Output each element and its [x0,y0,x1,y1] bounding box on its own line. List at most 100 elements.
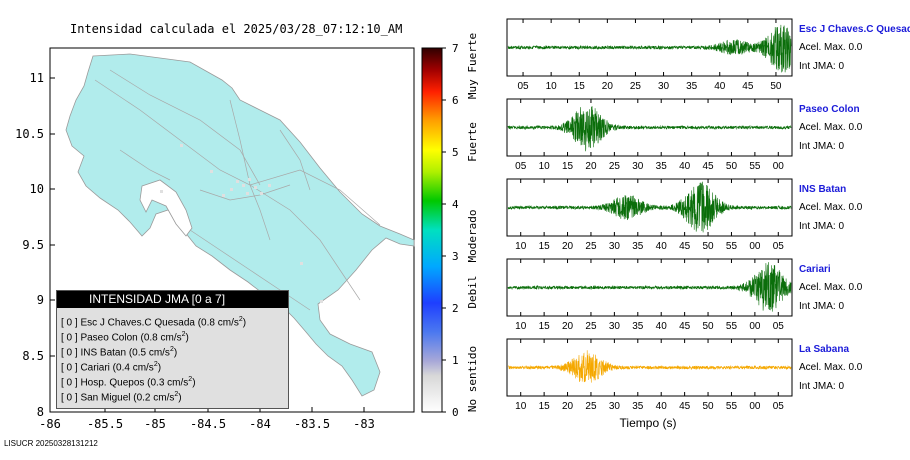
legend-item-text: [ 0 ] Cariari (0.4 cm/s [61,362,154,374]
legend-list: [ 0 ] Esc J Chaves.C Quesada (0.8 cm/s2)… [57,312,288,404]
waveform-tick-label: 00 [749,321,761,332]
legend-item: [ 0 ] INS Batan (0.5 cm/s2) [61,342,288,359]
waveform-tick-label: 05 [773,321,785,332]
colorbar-intensity-label: Muy Fuerte [466,33,479,99]
waveform-tick-label: 35 [632,321,644,332]
road-network [94,69,381,311]
legend-item-close: ) [192,377,196,389]
waveform-tick-label: 45 [742,81,754,92]
waveform-tick-label: 25 [630,81,642,92]
station-intensity: Int JMA: 0 [799,221,845,232]
waveform-tick-label: 55 [726,321,738,332]
legend-item-sup: 2 [169,346,174,353]
legend-item-sup: 2 [153,361,158,368]
waveform-tick-label: 05 [515,161,527,172]
costa-rica-map [65,53,415,397]
waveform-panel: 05 10 15 20 25 30 35 40 45 50 55 00 [506,98,793,172]
colorbar-tick-label: 6 [452,94,459,107]
waveform-tick-label: 20 [562,321,574,332]
waveform-tick-label: 25 [585,241,597,252]
legend-item: [ 0 ] Esc J Chaves.C Quesada (0.8 cm/s2) [61,312,288,328]
legend-item-text: [ 0 ] Paseo Colon (0.8 cm/s [61,332,182,344]
station-intensity: Int JMA: 0 [799,141,845,152]
colorbar-tick-label: 0 [452,406,459,419]
map-x-tick-label: -85 [144,417,166,431]
waveform-tick-label: 40 [679,161,691,172]
legend-item-close: ) [173,347,178,359]
waveform-tick-label: 15 [539,401,551,412]
waveform-tick-label: 15 [562,161,574,172]
waveform-tick-label: 45 [679,321,691,332]
colorbar-tick-label: 5 [452,146,459,159]
legend-item-close: ) [178,392,182,404]
waveform-tick-label: 30 [609,401,621,412]
legend-title: INTENSIDAD JMA [0 a 7] [57,291,288,308]
waveform-tick-label: 10 [515,321,527,332]
colorbar-intensity-label: Moderado [466,210,479,263]
waveform-panel: 10 15 20 25 30 35 40 45 50 55 00 05 [506,258,793,332]
waveform-tick-label: 30 [609,321,621,332]
legend-item-text: [ 0 ] San Miguel (0.2 cm/s [61,392,175,404]
waveform-tick-label: 25 [585,321,597,332]
waveform-tick-label: 20 [602,81,614,92]
waveform-tick-label: 10 [539,161,551,172]
time-axis-label: Tiempo (s) [620,416,677,430]
waveform-tick-label: 00 [749,241,761,252]
waveform-tick-label: 50 [702,241,714,252]
map-x-tick-label: -86 [39,417,61,431]
colorbar-tick-label: 4 [452,198,459,211]
map-x-ticks: -86 -85.5 -85 -84.5 -84 -83.5 -83 [39,407,375,431]
waveform-tick-label: 05 [773,241,785,252]
station-name: Paseo Colon [799,104,860,115]
map-x-tick-label: -83.5 [294,417,330,431]
waveform-tick-label: 00 [773,161,785,172]
waveform-tick-label: 20 [562,401,574,412]
waveform-tick-label: 30 [609,241,621,252]
legend-item: [ 0 ] Cariari (0.4 cm/s2) [61,357,288,374]
waveform-tick-label: 50 [702,401,714,412]
legend-item-text: [ 0 ] Hosp. Quepos (0.3 cm/s [61,377,189,389]
footer-id: LISUCR 20250328131212 [4,439,98,448]
figure-title: Intensidad calculada el 2025/03/28_07:12… [70,22,403,36]
map-x-tick-label: -84 [249,417,271,431]
waveform-tick-label: 40 [656,321,668,332]
waveform-tick-label: 55 [726,401,738,412]
station-name: INS Batan [799,184,847,195]
colorbar-tick-label: 3 [452,250,459,263]
map-y-tick-label: 9 [37,293,44,307]
colorbar-tick-label: 2 [452,302,459,315]
station-accel: Acel. Max. 0.0 [799,122,863,133]
station-intensity: Int JMA: 0 [799,381,845,392]
colorbar-tick-label: 1 [452,354,459,367]
map-y-tick-label: 10 [30,182,44,196]
station-accel: Acel. Max. 0.0 [799,282,863,293]
waveform-trace [507,181,792,233]
waveform-tick-label: 45 [679,401,691,412]
waveform-tick-label: 50 [702,321,714,332]
intensity-legend: INTENSIDAD JMA [0 a 7] [ 0 ] Esc J Chave… [56,290,289,409]
colorbar-tick-label: 7 [452,42,459,55]
waveform-tick-label: 50 [770,81,782,92]
legend-item: [ 0 ] Paseo Colon (0.8 cm/s2) [61,327,288,344]
waveform-tick-label: 40 [656,401,668,412]
waveform-trace [507,350,792,383]
waveform-tick-label: 55 [726,241,738,252]
waveform-panels: 05 10 15 20 25 30 35 40 45 50 05 10 15 20 25 30 35 40 45 50… [506,18,793,412]
station-accel: Acel. Max. 0.0 [799,202,863,213]
station-accel: Acel. Max. 0.0 [799,362,863,373]
waveform-tick-label: 05 [773,401,785,412]
waveform-tick-label: 55 [749,161,761,172]
waveform-panel: 05 10 15 20 25 30 35 40 45 50 [506,18,793,92]
station-intensity: Int JMA: 0 [799,301,845,312]
waveform-tick-label: 10 [515,241,527,252]
legend-item: [ 0 ] Hosp. Quepos (0.3 cm/s2) [61,372,288,389]
legend-item-text: [ 0 ] INS Batan (0.5 cm/s [61,347,170,359]
waveform-tick-label: 30 [658,81,670,92]
waveform-tick-label: 20 [562,241,574,252]
waveform-tick-label: 35 [632,401,644,412]
waveform-tick-label: 25 [609,161,621,172]
colorbar-intensity-label: No sentido [466,346,479,412]
legend-item-sup: 2 [174,391,179,398]
waveform-trace [507,24,792,73]
waveform-panel: 10 15 20 25 30 35 40 45 50 55 00 05 [506,338,793,412]
